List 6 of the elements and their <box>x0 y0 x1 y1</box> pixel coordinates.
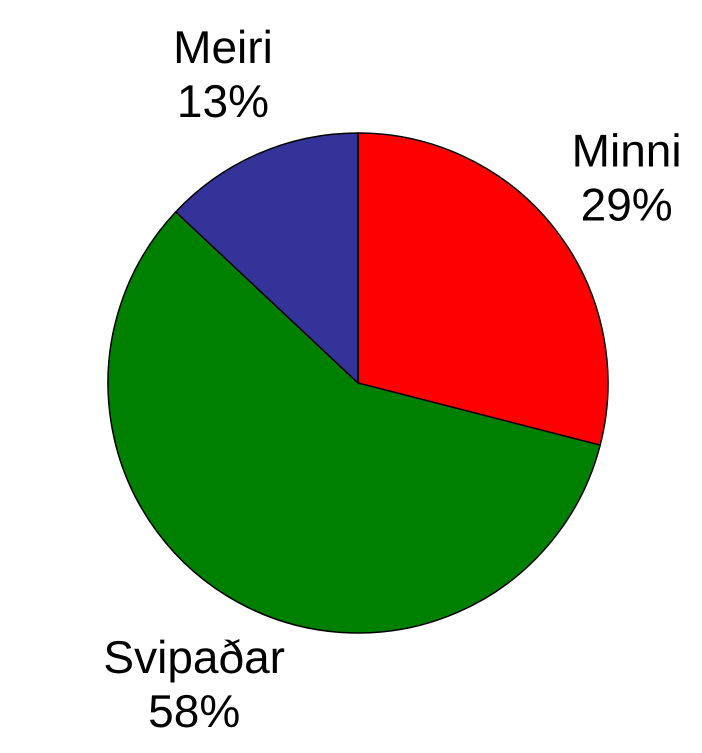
slice-label: Meiri <box>173 20 273 73</box>
data-label: 29% <box>580 178 673 231</box>
data-label: 58% <box>148 684 240 737</box>
data-label: 13% <box>176 74 270 127</box>
slice-label: Minni <box>572 124 682 177</box>
slice-label: Svipaðar <box>103 630 285 683</box>
